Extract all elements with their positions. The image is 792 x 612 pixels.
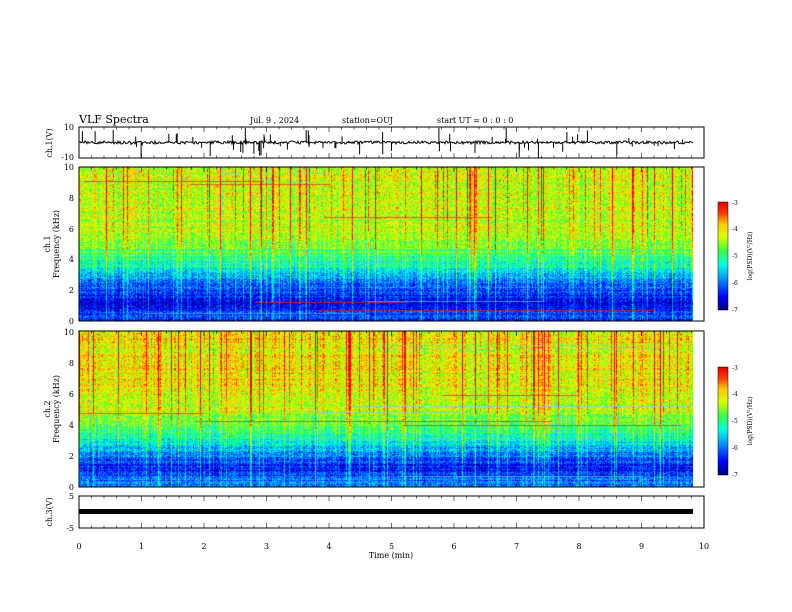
ch1-spectrogram-image xyxy=(79,167,693,321)
figure-title: VLF Spectra xyxy=(78,113,149,126)
x-tick-label: 0 xyxy=(76,542,81,551)
ch1-ytick-bottom: -10 xyxy=(61,153,74,162)
x-tick-label: 2 xyxy=(201,542,206,551)
ch1-spectrogram-ylabel-line1: ch.1 xyxy=(43,235,52,252)
x-tick-label: 9 xyxy=(639,542,644,551)
x-tick-label: 7 xyxy=(514,542,519,551)
vlf-figure: VLF Spectra Jul. 9 , 2024 station=OUJ st… xyxy=(0,0,792,612)
ch1-spectrogram-panel: 0 2 4 6 8 10 ch.1 Frequency (kHz) -3 -4 … xyxy=(43,163,754,326)
x-tick-label: 6 xyxy=(451,542,456,551)
ch1-ytick: 0 xyxy=(69,317,74,326)
ch1-waveform-panel: 10 -10 ch.1(V) xyxy=(45,123,704,162)
ch2-spectrogram-image xyxy=(79,331,693,487)
ch2-cbar-tick: -4 xyxy=(732,391,738,398)
ch2-spectrogram-ylabel-line2: Frequency (kHz) xyxy=(52,375,61,443)
ch1-colorbar-label: log(PSD)(V²/Hz) xyxy=(747,232,754,281)
ch1-ytick: 2 xyxy=(69,286,74,295)
ch2-cbar-tick: -7 xyxy=(732,472,738,479)
x-tick-label: 4 xyxy=(326,542,331,551)
ch1-ytick: 4 xyxy=(69,255,74,264)
ch2-cbar-tick: -3 xyxy=(732,365,738,372)
ch3-waveform-ylabel: ch.3(V) xyxy=(45,497,54,526)
ch3-ytick-top: 5 xyxy=(69,492,74,501)
ch2-cbar-tick: -6 xyxy=(732,445,738,452)
ch2-cbar-tick: -5 xyxy=(732,418,738,425)
x-tick-label: 1 xyxy=(139,542,144,551)
ch2-colorbar xyxy=(718,367,728,475)
ch2-ytick: 6 xyxy=(69,390,74,399)
ch1-cbar-tick: -7 xyxy=(732,307,738,314)
ch2-ytick: 0 xyxy=(69,483,74,492)
ch2-ytick: 8 xyxy=(69,359,74,368)
start-time-label: start UT = 0 : 0 : 0 xyxy=(437,116,513,125)
ch2-ytick: 4 xyxy=(69,421,74,430)
ch2-ytick: 10 xyxy=(64,328,74,337)
ch2-colorbar-ticks: -3 -4 -5 -6 -7 xyxy=(732,365,738,479)
ch3-ytick-bottom: -5 xyxy=(66,524,74,533)
x-tick-label: 5 xyxy=(389,542,394,551)
time-axis-labels: 0 1 2 3 4 5 6 7 8 9 10 xyxy=(76,542,709,551)
ch1-cbar-tick: -6 xyxy=(732,280,738,287)
ch1-waveform-ylabel: ch.1(V) xyxy=(45,128,54,157)
ch2-ytick: 2 xyxy=(69,452,74,461)
x-tick-label: 3 xyxy=(264,542,269,551)
ch2-spectrogram-panel: 0 2 4 6 8 10 ch.2 Frequency (kHz) -3 -4 … xyxy=(43,328,754,492)
ch2-spectrogram-ylabel-line1: ch.2 xyxy=(43,400,52,417)
ch1-ytick: 10 xyxy=(64,163,74,172)
x-axis-label: Time (min) xyxy=(369,551,413,560)
ch3-waveform-trace xyxy=(79,509,693,514)
station-label: station=OUJ xyxy=(342,116,393,125)
ch1-ytick-top: 10 xyxy=(64,123,74,132)
ch1-ytick: 8 xyxy=(69,194,74,203)
ch1-colorbar xyxy=(718,202,728,310)
ch1-spectrogram-ylabel-line2: Frequency (kHz) xyxy=(52,210,61,278)
x-tick-label: 8 xyxy=(576,542,581,551)
ch1-cbar-tick: -3 xyxy=(732,200,738,207)
x-tick-label: 10 xyxy=(699,542,709,551)
ch1-cbar-tick: -5 xyxy=(732,253,738,260)
date-label: Jul. 9 , 2024 xyxy=(249,116,299,125)
ch2-colorbar-label: log(PSD)(V²/Hz) xyxy=(747,397,754,446)
ch1-cbar-tick: -4 xyxy=(732,226,738,233)
ch3-waveform-panel: 5 -5 ch.3(V) xyxy=(45,492,704,533)
ch2-spectrogram-yticks: 0 2 4 6 8 10 xyxy=(64,328,74,492)
ch1-ytick: 6 xyxy=(69,225,74,234)
ch1-spectrogram-yticks: 0 2 4 6 8 10 xyxy=(64,163,74,326)
ch1-colorbar-ticks: -3 -4 -5 -6 -7 xyxy=(732,200,738,314)
